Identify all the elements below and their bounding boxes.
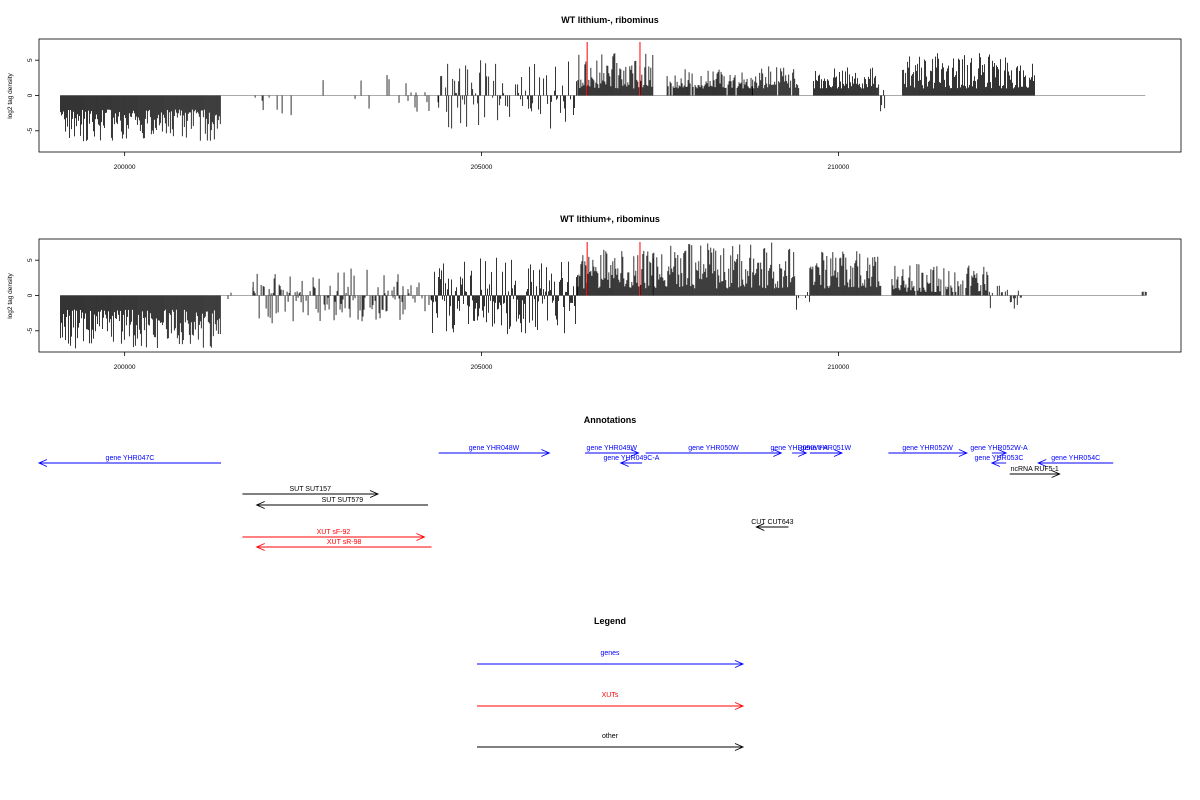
legend-items: genes XUTs other <box>477 650 745 751</box>
feature-label: CUT CUT643 <box>751 519 793 526</box>
arrow-head <box>798 449 808 457</box>
y-tick-label: 0 <box>27 293 34 297</box>
arrow-head <box>619 459 629 467</box>
arrow-head <box>541 449 551 457</box>
bar-group <box>60 242 1147 349</box>
feature-arrow <box>37 459 222 467</box>
axes: -5 0 5 200000 205000 210000 <box>27 58 850 171</box>
coverage-panel-lithium-minus: WT lithium-, ribominus log2 tag density … <box>7 15 1182 171</box>
y-tick-label: 5 <box>27 58 34 62</box>
feature-label: gene YHR052W <box>902 445 953 452</box>
arrow-head <box>416 533 426 541</box>
feature-arrow <box>1009 470 1061 478</box>
arrow-head <box>773 449 783 457</box>
arrow-head <box>255 543 265 551</box>
y-tick-label: -5 <box>27 128 34 134</box>
y-tick-label: -5 <box>27 328 34 334</box>
feature-label: gene YHR054C <box>1051 455 1100 462</box>
legend-title: Legend <box>594 616 626 626</box>
feature-label: gene YHR047C <box>106 455 155 462</box>
feature-arrow <box>991 449 1008 457</box>
feature-label: XUT sR-98 <box>327 539 362 546</box>
feature-label: gene YHR048W <box>469 445 520 452</box>
arrow-head <box>734 702 745 710</box>
legend-label: XUTs <box>602 692 619 699</box>
arrow-head <box>255 501 265 509</box>
x-tick-label: 205000 <box>471 164 493 171</box>
arrow-head <box>369 490 380 498</box>
feature-label: gene YHR049C-A <box>603 455 659 462</box>
y-tick-label: 0 <box>27 93 34 97</box>
arrow-head <box>734 743 745 751</box>
feature-label: gene YHR049W <box>587 445 638 452</box>
feature-arrow <box>619 459 643 467</box>
feature-label: gene YHR052W-A <box>970 445 1028 452</box>
panel-title: WT lithium+, ribominus <box>560 214 660 224</box>
arrow-head <box>734 660 745 668</box>
arrow-head <box>1051 470 1061 478</box>
feature-arrow <box>809 449 844 457</box>
x-tick-label: 205000 <box>471 364 493 371</box>
y-axis-label: log2 tag density <box>7 72 14 118</box>
arrow-head <box>755 523 765 531</box>
arrow-head <box>630 449 640 457</box>
feature-arrow <box>242 533 426 541</box>
coverage-panel-lithium-plus: WT lithium+, ribominus log2 tag density … <box>7 214 1182 371</box>
feature-arrow <box>255 543 432 551</box>
feature-label: gene YHR050W <box>688 445 739 452</box>
arrow-head <box>1037 459 1047 467</box>
legend-label: other <box>602 733 619 740</box>
feature-label: gene YHR050W-A <box>770 445 828 452</box>
arrow-head <box>958 449 968 457</box>
y-tick-label: 5 <box>27 258 34 262</box>
feature-arrow <box>438 449 551 457</box>
feature-arrow <box>645 449 783 457</box>
bar-group <box>60 42 1146 142</box>
feature-label: ncRNA RUF5-1 <box>1011 466 1059 473</box>
x-tick-label: 200000 <box>114 364 136 371</box>
annotations-title: Annotations <box>584 415 637 425</box>
legend-arrow <box>477 743 745 751</box>
x-tick-label: 210000 <box>828 164 850 171</box>
legend-arrow <box>477 660 745 668</box>
arrow-head <box>990 459 1001 467</box>
legend-arrow <box>477 702 745 710</box>
axes: -5 0 5 200000 205000 210000 <box>27 258 850 371</box>
feature-arrow <box>888 449 968 457</box>
arrow-head <box>833 449 844 457</box>
arrow-head <box>37 459 48 467</box>
feature-arrow <box>242 490 380 498</box>
feature-label: SUT SUT157 <box>289 486 331 493</box>
feature-arrow <box>792 449 808 457</box>
feature-label: SUT SUT579 <box>322 497 364 504</box>
annotation-features: gene YHR047C gene YHR048W gene YHR049W gene… <box>37 445 1114 551</box>
x-tick-label: 200000 <box>114 164 136 171</box>
legend-label: genes <box>600 650 620 657</box>
legend: Legend genes XUTs other <box>477 616 745 751</box>
feature-arrow <box>1037 459 1114 467</box>
panel-title: WT lithium-, ribominus <box>561 15 659 25</box>
feature-label: gene YHR051W <box>801 445 852 452</box>
feature-label: XUT sF-92 <box>317 529 351 536</box>
feature-arrow <box>990 459 1007 467</box>
feature-arrow <box>755 523 789 531</box>
arrow-head <box>997 449 1008 457</box>
feature-label: gene YHR053C <box>975 455 1024 462</box>
y-axis-label: log2 tag density <box>7 272 14 318</box>
feature-arrow <box>585 449 640 457</box>
feature-arrow <box>255 501 428 509</box>
x-tick-label: 210000 <box>828 364 850 371</box>
